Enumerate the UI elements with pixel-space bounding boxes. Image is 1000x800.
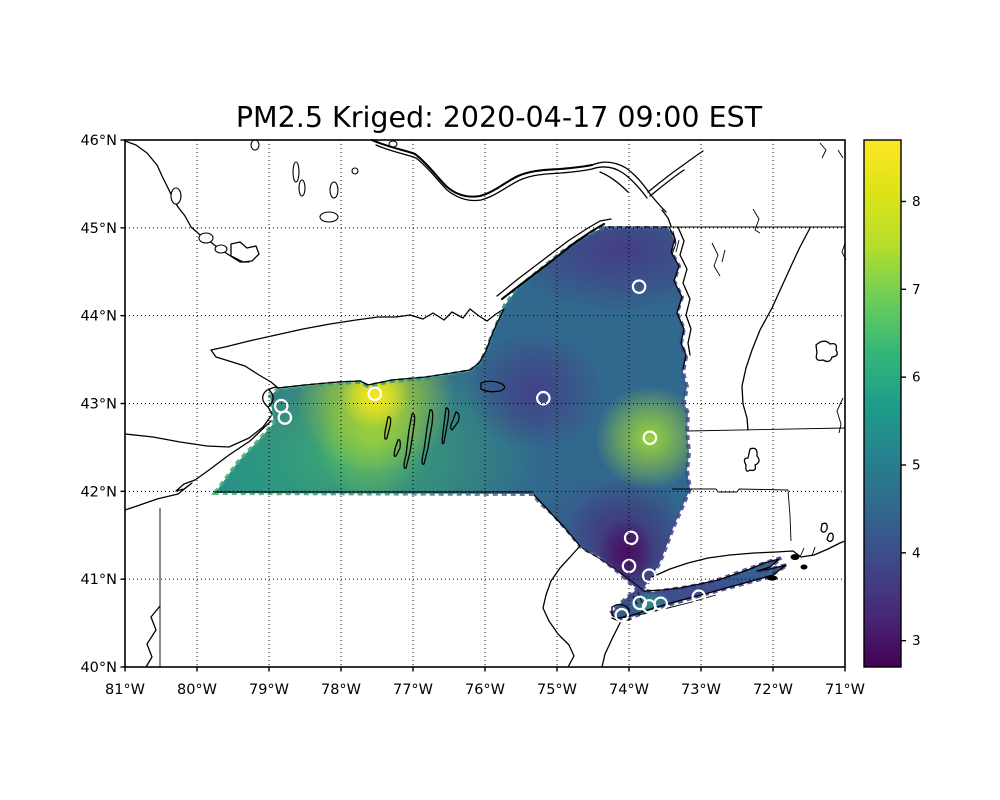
x-tick-label: 78°W [321, 682, 361, 698]
station-marker [642, 430, 658, 446]
x-tick-label: 72°W [753, 682, 793, 698]
lake-champlain-west-shore [668, 226, 687, 370]
st-lawrence-north-bank [496, 218, 612, 297]
y-tick-label: 43°N [80, 397, 117, 413]
y-axis-ticks: 46°N 45°N 44°N 43°N 42°N 41°N 40°N [80, 133, 125, 676]
vt-ma-border [686, 427, 846, 432]
colorbar-gradient [863, 139, 902, 668]
kriged-mask-edge [211, 226, 789, 622]
canada-lake [351, 167, 359, 175]
kriged-field-blob [594, 385, 705, 490]
finger-lakes [384, 407, 460, 469]
st-lawrence-border [500, 222, 606, 301]
long-island-outline [619, 558, 787, 619]
ri-coast-detail [799, 546, 816, 558]
vermont-streams [711, 242, 726, 277]
chart-title: PM2.5 Kriged: 2020-04-17 09:00 EST [236, 101, 763, 134]
nh-border-shapes [752, 142, 847, 261]
x-tick-label: 75°W [537, 682, 577, 698]
lake-winnipesaukee [815, 340, 838, 363]
geography-layer [124, 138, 847, 668]
x-tick-label: 80°W [177, 682, 217, 698]
gridlines [125, 140, 845, 667]
x-tick-label: 81°W [105, 682, 145, 698]
lake-erie-south-shore [124, 420, 272, 511]
colorbar: 8 7 6 5 4 3 [863, 139, 921, 668]
y-tick-label: 41°N [80, 572, 117, 588]
x-tick-label: 77°W [393, 682, 433, 698]
colorbar-tick-label: 6 [912, 370, 921, 386]
canada-lake [214, 244, 228, 254]
ma-ct-border [672, 488, 789, 493]
ct-ri-border [787, 489, 792, 542]
station-marker [632, 595, 648, 611]
ny-nj-border [581, 547, 646, 593]
x-tick-label: 76°W [465, 682, 505, 698]
x-tick-label: 74°W [609, 682, 649, 698]
delaware-river [533, 494, 581, 668]
station-marker [367, 386, 383, 402]
station-marker [277, 410, 293, 425]
ct-coastline [651, 540, 846, 578]
stations-layer [273, 279, 707, 623]
colorbar-tick-label: 7 [912, 282, 921, 298]
quabbin-reservoir [743, 447, 760, 472]
connecticut-river [741, 227, 811, 431]
merrimack-river [836, 397, 844, 434]
gardiners-island [766, 575, 778, 581]
li-sound-island [800, 564, 808, 570]
lake-erie-north-shore [124, 415, 272, 448]
ohio-river [145, 605, 161, 668]
station-marker [631, 279, 647, 294]
y-tick-label: 44°N [80, 309, 117, 325]
x-tick-label: 79°W [249, 682, 289, 698]
canada-lake [198, 232, 214, 244]
canada-lake [319, 211, 339, 223]
y-tick-label: 45°N [80, 221, 117, 237]
x-tick-label: 71°W [825, 682, 865, 698]
station-marker [536, 390, 551, 406]
ottawa-river-bank [375, 144, 593, 202]
canada-lake [170, 187, 182, 205]
richelieu-river [661, 209, 672, 227]
colorbar-tick-label: 4 [912, 545, 921, 561]
y-tick-label: 40°N [80, 660, 117, 676]
lake-ontario-outline [210, 308, 505, 389]
station-marker [691, 589, 707, 605]
kriged-field-blob [466, 331, 603, 452]
oneida-lake [480, 380, 506, 393]
li-sound-island [790, 554, 800, 560]
station-marker [614, 607, 630, 623]
kawartha-lakes [230, 241, 260, 263]
colorbar-tick-label: 5 [912, 457, 921, 473]
station-marker [623, 530, 639, 546]
montreal-rivers [591, 150, 704, 213]
niagara-river [261, 386, 278, 415]
y-tick-label: 42°N [80, 484, 117, 500]
colorbar-ticks: 8 7 6 5 4 3 [901, 194, 921, 649]
x-axis-ticks: 81°W 80°W 79°W 78°W 77°W 76°W 75°W 74°W 73°W 72°W… [105, 667, 865, 698]
station-marker [641, 568, 657, 583]
ri-ponds [820, 522, 834, 543]
canada-lake [250, 139, 260, 151]
station-marker [653, 596, 668, 612]
x-tick-label: 73°W [681, 682, 721, 698]
canada-lake [329, 181, 339, 199]
colorbar-tick-label: 3 [912, 633, 921, 649]
ottawa-river [370, 138, 594, 198]
lake-champlain-east-shore [677, 226, 692, 356]
colorbar-tick-label: 8 [912, 194, 921, 210]
y-tick-label: 46°N [80, 133, 117, 149]
champlain-islands [671, 230, 680, 256]
canada-lake [298, 179, 306, 197]
canada-lake [292, 161, 300, 183]
